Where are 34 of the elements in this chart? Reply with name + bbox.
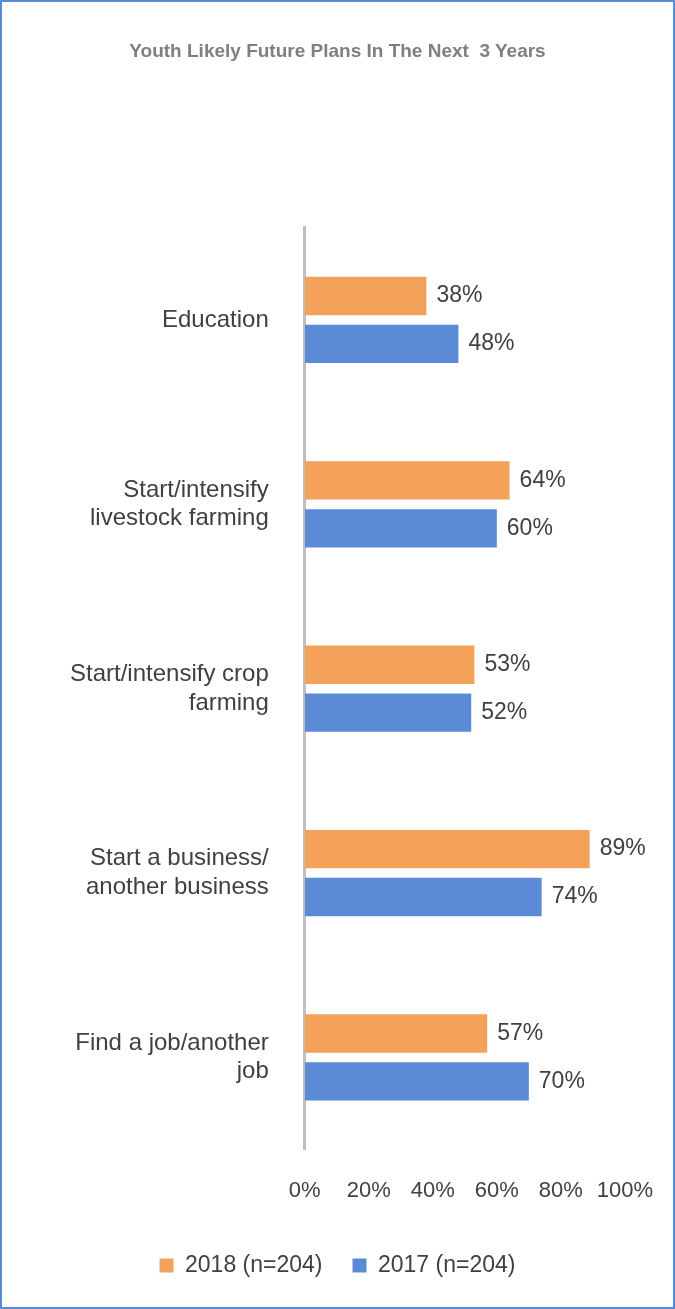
bar <box>304 877 542 917</box>
bar <box>304 1062 529 1101</box>
x-tick-label: 60% <box>474 1176 519 1202</box>
data-label: 38% <box>436 281 483 308</box>
legend-label: 2018 (n=204) <box>185 1250 323 1277</box>
bar <box>304 509 497 548</box>
bar <box>304 645 475 684</box>
data-label: 52% <box>481 698 528 725</box>
y-tick-label: Start a business/ another business <box>85 843 270 900</box>
y-tick-label: Start/intensify crop farming <box>70 658 269 715</box>
data-label: 60% <box>506 513 553 540</box>
bar <box>304 276 427 316</box>
x-tick-label: 80% <box>538 1176 583 1202</box>
x-tick-label: 40% <box>410 1176 455 1202</box>
chart-title: Youth Likely Future Plans In The Next 3 Years <box>129 39 546 61</box>
bar <box>304 1014 488 1053</box>
data-label: 53% <box>484 650 531 677</box>
bar <box>304 324 459 364</box>
bar <box>304 693 472 732</box>
legend-label: 2017 (n=204) <box>378 1250 516 1277</box>
y-tick-label: Start/intensify livestock farming <box>90 474 269 531</box>
data-label: 70% <box>538 1066 585 1093</box>
data-label: 89% <box>599 834 646 861</box>
bar <box>304 829 590 869</box>
y-tick-label: Education <box>162 304 269 332</box>
data-label: 74% <box>551 882 598 909</box>
data-label: 48% <box>468 329 515 356</box>
x-tick-label: 0% <box>288 1176 321 1202</box>
x-tick-label: 20% <box>346 1176 391 1202</box>
data-label: 57% <box>497 1018 544 1045</box>
bar <box>304 461 510 500</box>
data-label: 64% <box>519 465 566 492</box>
x-tick-label: 100% <box>596 1176 654 1202</box>
y-tick-label: Find a job/another job <box>75 1027 269 1084</box>
